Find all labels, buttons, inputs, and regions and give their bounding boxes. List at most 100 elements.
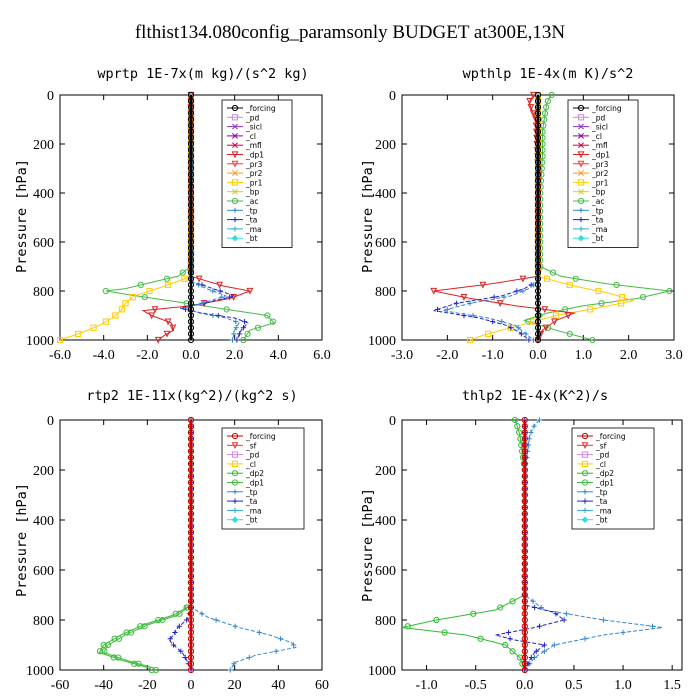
- y-tick-label: 800: [375, 285, 396, 300]
- data-point: [542, 324, 550, 332]
- data-point: [589, 336, 596, 344]
- data-point: [521, 435, 528, 442]
- data-point: [187, 306, 195, 313]
- data-point: [534, 159, 542, 166]
- data-point: [534, 196, 542, 203]
- legend-label: _pd: [245, 451, 260, 460]
- data-point: [523, 331, 529, 337]
- series-pr1: [56, 91, 195, 344]
- data-point: [163, 275, 171, 282]
- y-tick-label: 0: [47, 414, 54, 429]
- data-point: [618, 294, 625, 301]
- panel-title: wpthlp 1E-4x(m K)/s^2: [463, 66, 634, 82]
- data-point: [521, 416, 528, 424]
- data-point: [534, 232, 542, 239]
- data-point: [187, 648, 195, 655]
- data-point: [187, 147, 195, 154]
- legend-marker: [581, 432, 589, 440]
- data-point: [521, 610, 528, 617]
- data-point: [187, 435, 195, 442]
- data-point: [187, 448, 195, 455]
- data-point: [102, 287, 109, 295]
- data-point: [187, 473, 195, 480]
- series-ta: [495, 417, 567, 673]
- legend-label: _pr1: [591, 178, 609, 187]
- data-point: [521, 441, 528, 449]
- legend-marker: [231, 432, 239, 440]
- data-point: [530, 318, 537, 325]
- legend-marker: [232, 498, 238, 504]
- y-tick-label: 600: [375, 236, 396, 251]
- data-point: [195, 275, 203, 283]
- data-point: [277, 636, 284, 642]
- data-point: [187, 598, 195, 605]
- data-point: [521, 623, 528, 630]
- legend-marker: [577, 151, 585, 159]
- data-point: [541, 110, 549, 117]
- data-point: [649, 623, 656, 629]
- data-point: [501, 294, 507, 300]
- data-point: [534, 177, 542, 184]
- y-tick-label: 0: [389, 89, 396, 104]
- data-point: [534, 153, 542, 160]
- legend-marker: [578, 170, 584, 177]
- legend-marker: [231, 460, 239, 467]
- data-point: [187, 275, 195, 282]
- data-point: [505, 629, 512, 636]
- data-point: [521, 504, 528, 511]
- data-point: [187, 554, 195, 561]
- series-line: [179, 95, 249, 341]
- legend-marker: [578, 188, 584, 195]
- legend-label: _ta: [245, 216, 257, 225]
- legend-label: _ta: [595, 497, 607, 506]
- legend-label: _cl: [591, 132, 602, 141]
- data-point: [229, 337, 236, 343]
- legend-marker: [578, 142, 584, 149]
- data-point: [187, 165, 195, 172]
- legend-label: _tp: [245, 206, 258, 215]
- data-point: [110, 654, 117, 661]
- data-point: [187, 287, 195, 295]
- data-point: [533, 648, 539, 654]
- x-tick-label: 6.0: [313, 348, 331, 363]
- data-point: [135, 660, 142, 667]
- data-point: [187, 641, 195, 649]
- legend-marker: [232, 207, 238, 213]
- data-point: [537, 330, 545, 338]
- legend-label: _cl: [245, 132, 256, 141]
- data-point: [553, 312, 560, 319]
- x-tick-label: 0.0: [182, 348, 200, 363]
- data-point: [541, 642, 548, 648]
- data-point: [187, 591, 195, 599]
- x-tick-label: 4.0: [270, 348, 288, 363]
- data-point: [521, 648, 528, 655]
- legend-marker: [232, 489, 238, 495]
- data-point: [182, 654, 188, 661]
- data-point: [187, 196, 195, 203]
- data-point: [115, 654, 122, 661]
- legend: _forcing_sf_pd_cl_dp2_dp1_tp_ta_ma_bt: [221, 427, 305, 530]
- data-point: [534, 110, 542, 117]
- data-point: [236, 331, 243, 337]
- legend-label: _pr2: [591, 169, 609, 178]
- data-point: [521, 454, 528, 461]
- data-point: [509, 598, 516, 605]
- data-point: [187, 454, 195, 461]
- data-point: [187, 330, 195, 337]
- legend-label: _ma: [245, 506, 262, 515]
- x-tick-label: 0.0: [516, 678, 534, 693]
- data-point: [187, 220, 195, 227]
- data-point: [256, 629, 263, 636]
- data-point: [521, 635, 528, 642]
- data-point: [521, 560, 528, 567]
- data-point: [127, 629, 135, 636]
- data-point: [534, 306, 542, 313]
- data-point: [187, 104, 195, 111]
- legend: _forcing_pd_sicl_cl_mfl_dp1_pr3_pr2_pr1_…: [221, 99, 293, 248]
- data-point: [291, 642, 297, 648]
- data-point: [179, 269, 186, 276]
- data-point: [600, 617, 607, 623]
- data-point: [187, 140, 195, 148]
- y-axis-label: Pressure [hPa]: [360, 488, 376, 602]
- data-point: [470, 312, 476, 319]
